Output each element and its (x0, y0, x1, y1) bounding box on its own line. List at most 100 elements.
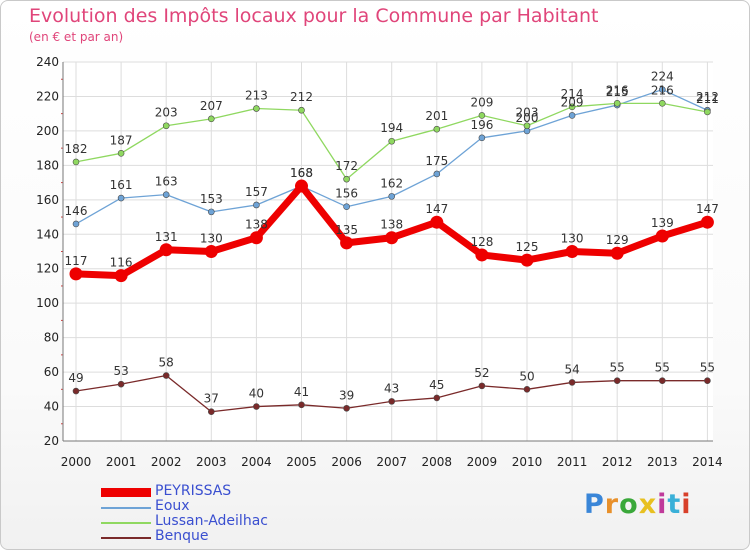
data-point-lussan-adeilhac (568, 103, 576, 111)
data-label-peyrissas: 130 (200, 232, 223, 246)
data-point-eoux (478, 134, 486, 142)
x-tick-label: 2004 (241, 455, 272, 469)
data-label-benque: 49 (68, 371, 83, 385)
data-label-benque: 55 (610, 361, 625, 375)
data-point-lussan-adeilhac (72, 158, 80, 166)
data-label-benque: 45 (429, 378, 444, 392)
data-point-benque (433, 394, 441, 402)
legend-item-lussan-adeilhac: Lussan-Adeilhac (101, 513, 361, 530)
data-label-peyrissas: 147 (696, 202, 719, 216)
data-label-lussan-adeilhac: 203 (516, 106, 539, 120)
data-point-peyrissas (700, 215, 714, 229)
data-label-lussan-adeilhac: 182 (65, 142, 88, 156)
data-label-lussan-adeilhac: 209 (470, 95, 493, 109)
x-tick-label: 2011 (557, 455, 588, 469)
data-label-eoux: 162 (380, 176, 403, 190)
data-label-eoux: 212 (696, 90, 719, 104)
y-tick-label: 20 (44, 434, 59, 448)
data-point-benque (613, 377, 621, 385)
data-label-lussan-adeilhac: 194 (380, 121, 403, 135)
x-tick-label: 2008 (422, 455, 453, 469)
y-tick-label: 160 (36, 193, 59, 207)
data-label-eoux: 163 (155, 175, 178, 189)
data-label-peyrissas: 147 (425, 202, 448, 216)
data-point-benque (208, 408, 215, 416)
data-point-eoux (72, 220, 80, 228)
data-point-peyrissas (69, 267, 83, 281)
data-label-benque: 55 (700, 361, 715, 375)
data-point-eoux (658, 86, 666, 93)
data-point-benque (117, 380, 125, 388)
data-label-eoux: 168 (290, 166, 313, 180)
x-tick-label: 2003 (196, 455, 227, 469)
data-label-peyrissas: 129 (606, 233, 629, 247)
y-tick-label: 60 (44, 365, 59, 379)
data-point-lussan-adeilhac (613, 100, 621, 107)
data-label-benque: 55 (655, 361, 670, 375)
data-label-eoux: 153 (200, 192, 223, 206)
logo-letter: i (657, 489, 668, 520)
data-label-benque: 40 (249, 387, 264, 401)
data-label-peyrissas: 138 (380, 218, 403, 232)
y-tick-label: 40 (44, 400, 59, 414)
data-point-lussan-adeilhac (478, 112, 486, 119)
data-point-benque (298, 401, 305, 409)
y-tick-label: 180 (36, 158, 59, 172)
x-tick-label: 2006 (331, 455, 362, 469)
data-label-lussan-adeilhac: 216 (606, 83, 629, 97)
data-point-eoux (388, 193, 396, 200)
data-point-peyrissas (430, 215, 444, 229)
legend-label-benque: Benque (155, 528, 209, 544)
data-label-peyrissas: 168 (290, 166, 313, 180)
data-point-benque (704, 377, 711, 385)
legend-label-eoux: Eoux (155, 498, 190, 514)
y-tick-label: 140 (36, 227, 59, 241)
x-tick-label: 2009 (467, 455, 498, 469)
legend-label-peyrissas: PEYRISSAS (155, 483, 232, 499)
data-point-peyrissas (340, 236, 354, 250)
data-point-benque (478, 382, 486, 390)
data-point-benque (523, 386, 531, 393)
data-label-eoux: 209 (561, 95, 584, 109)
data-point-lussan-adeilhac (433, 125, 441, 133)
data-point-benque (162, 372, 170, 379)
data-point-eoux (343, 203, 350, 211)
data-point-peyrissas (520, 253, 534, 267)
data-label-benque: 43 (384, 381, 399, 395)
data-label-lussan-adeilhac: 214 (561, 87, 584, 101)
data-point-eoux (117, 194, 125, 202)
logo-letter: i (681, 489, 692, 520)
data-point-peyrissas (385, 231, 399, 245)
data-label-peyrissas: 139 (651, 216, 674, 230)
data-point-lussan-adeilhac (117, 150, 125, 157)
legend: PEYRISSAS Eoux Lussan-Adeilhac Benque (101, 483, 361, 545)
x-tick-label: 2014 (692, 455, 723, 469)
data-point-lussan-adeilhac (298, 106, 305, 114)
data-label-eoux: 224 (651, 70, 674, 84)
data-point-eoux (162, 191, 170, 198)
data-label-benque: 39 (339, 388, 354, 402)
data-point-eoux (433, 170, 441, 178)
data-label-peyrissas: 138 (245, 218, 268, 232)
data-label-benque: 41 (294, 385, 309, 399)
legend-label-lussan-adeilhac: Lussan-Adeilhac (155, 513, 268, 529)
data-label-peyrissas: 128 (470, 235, 493, 249)
data-label-eoux: 156 (335, 187, 358, 201)
data-label-lussan-adeilhac: 203 (155, 106, 178, 120)
x-tick-label: 2000 (61, 455, 92, 469)
y-tick-label: 100 (36, 296, 59, 310)
data-label-peyrissas: 131 (155, 230, 178, 244)
data-point-benque (253, 403, 260, 410)
data-label-lussan-adeilhac: 211 (696, 92, 719, 106)
data-label-lussan-adeilhac: 172 (335, 159, 358, 173)
y-tick-label: 200 (36, 124, 59, 138)
proxiti-logo: Proxiti (584, 489, 692, 520)
legend-item-eoux: Eoux (101, 498, 361, 515)
legend-swatch-eoux (101, 507, 151, 509)
legend-swatch-peyrissas (101, 488, 151, 497)
data-label-lussan-adeilhac: 201 (425, 109, 448, 123)
data-label-peyrissas: 135 (335, 223, 358, 237)
